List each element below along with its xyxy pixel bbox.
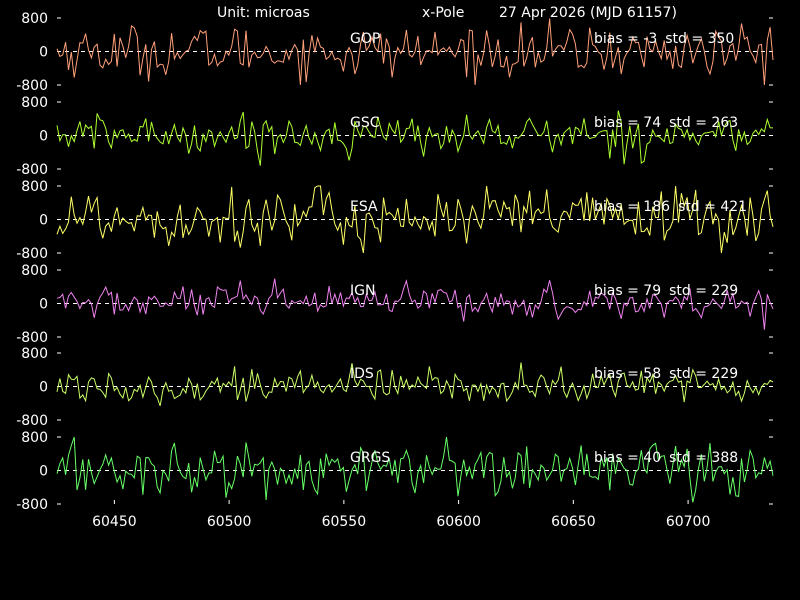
y-tick-label: 800 — [21, 95, 48, 111]
y-tick-label: -800 — [16, 246, 48, 262]
panel-grgs: -800 0 800 GRGS bias = 40 std = 388 — [16, 430, 774, 513]
x-tick-label: 60450 — [92, 514, 137, 530]
series-line-gsc — [56, 110, 774, 166]
y-tick-label: -800 — [16, 78, 48, 94]
bias-value: bias = 40 — [594, 450, 661, 466]
y-tick-label: -800 — [16, 413, 48, 429]
std-value: std = 350 — [665, 31, 734, 47]
y-tick-label: 0 — [39, 45, 48, 61]
series-name-label: GOP — [350, 31, 380, 47]
y-tick-label: -800 — [16, 497, 48, 513]
y-tick-label: 800 — [21, 263, 48, 279]
y-tick-label: 0 — [39, 380, 48, 396]
y-tick-label: -800 — [16, 162, 48, 178]
series-stats-label: bias = 40 std = 388 — [594, 450, 738, 466]
x-tick-label: 60650 — [551, 514, 596, 530]
series-stats-label: bias = -3 std = 350 — [594, 31, 734, 47]
panel-gsc: -800 0 800 GSC bias = 74 std = 263 — [16, 95, 774, 178]
unit-label: Unit: microas — [217, 5, 310, 21]
y-tick-label: 800 — [21, 11, 48, 27]
series-name-label: GRGS — [350, 450, 390, 466]
series-stats-label: bias = 186 std = 421 — [594, 199, 747, 215]
series-name-label: ESA — [350, 199, 378, 215]
series-line-grgs — [56, 436, 774, 503]
bias-value: bias = 58 — [594, 366, 661, 382]
series-stats-label: bias = 58 std = 229 — [594, 366, 738, 382]
x-tick-label: 60550 — [322, 514, 367, 530]
y-tick-label: 0 — [39, 297, 48, 313]
series-name-label: IGN — [350, 283, 375, 299]
bias-value: bias = 74 — [594, 115, 661, 131]
panel-gop: -800 0 800 GOP bias = -3 std = 350 — [16, 11, 774, 94]
component-label: x-Pole — [422, 5, 464, 21]
series-stats-label: bias = 74 std = 263 — [594, 115, 738, 131]
y-tick-label: 800 — [21, 346, 48, 362]
y-tick-label: 800 — [21, 430, 48, 446]
panel-esa: -800 0 800 ESA bias = 186 std = 421 — [16, 179, 774, 262]
x-tick-label: 60600 — [436, 514, 481, 530]
series-name-label: GSC — [350, 115, 380, 131]
x-tick-label: 60700 — [666, 514, 711, 530]
std-value: std = 421 — [678, 199, 747, 215]
std-value: std = 388 — [669, 450, 738, 466]
x-axis: 60450 60500 60550 60600 60650 60700 — [92, 500, 710, 530]
y-tick-label: 0 — [39, 464, 48, 480]
panels-group: -800 0 800 GOP bias = -3 std = 350 -800 0 800 GSC… — [16, 11, 774, 513]
panel-ids: -800 0 800 IDS bias = 58 std = 229 — [16, 346, 774, 429]
y-tick-label: 800 — [21, 179, 48, 195]
std-value: std = 229 — [669, 366, 738, 382]
panel-ign: -800 0 800 IGN bias = 79 std = 229 — [16, 263, 774, 346]
y-tick-label: 0 — [39, 213, 48, 229]
series-stats-label: bias = 79 std = 229 — [594, 283, 738, 299]
x-tick-label: 60500 — [207, 514, 252, 530]
std-value: std = 229 — [669, 283, 738, 299]
series-line-esa — [56, 185, 774, 254]
bias-value: bias = 79 — [594, 283, 661, 299]
series-line-ids — [56, 362, 774, 407]
std-value: std = 263 — [669, 115, 738, 131]
y-tick-label: 0 — [39, 129, 48, 145]
bias-value: bias = -3 — [594, 31, 657, 47]
date-label: 27 Apr 2026 (MJD 61157) — [499, 5, 677, 21]
series-line-gop — [56, 18, 774, 86]
series-line-ign — [56, 278, 774, 330]
bias-value: bias = 186 — [594, 199, 670, 215]
series-name-label: IDS — [350, 366, 374, 382]
y-tick-label: -800 — [16, 330, 48, 346]
